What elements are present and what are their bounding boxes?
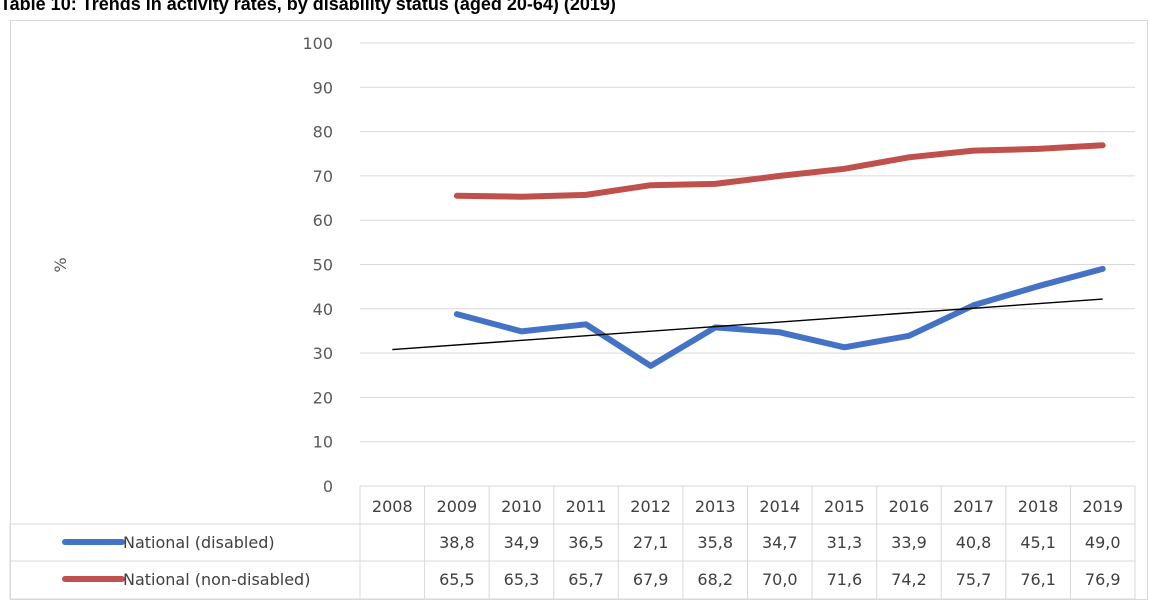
data-label: 45,1 bbox=[1020, 533, 1056, 552]
x-tick-label: 2019 bbox=[1082, 497, 1123, 516]
data-label: 65,5 bbox=[439, 570, 475, 589]
y-tick-label: 90 bbox=[313, 78, 333, 97]
legend-label: National (non-disabled) bbox=[123, 570, 310, 589]
data-label: 70,0 bbox=[762, 570, 798, 589]
x-tick-label: 2014 bbox=[759, 497, 800, 516]
y-tick-label: 20 bbox=[313, 388, 333, 407]
x-tick-label: 2010 bbox=[501, 497, 542, 516]
data-label: 34,7 bbox=[762, 533, 798, 552]
data-label: 49,0 bbox=[1085, 533, 1121, 552]
data-label: 34,9 bbox=[504, 533, 540, 552]
data-label: 65,3 bbox=[504, 570, 540, 589]
data-label: 76,1 bbox=[1020, 570, 1056, 589]
x-tick-label: 2012 bbox=[630, 497, 671, 516]
y-tick-label: 70 bbox=[313, 167, 333, 186]
data-label: 74,2 bbox=[891, 570, 927, 589]
data-label: 76,9 bbox=[1085, 570, 1121, 589]
y-tick-label: 30 bbox=[313, 344, 333, 363]
x-tick-label: 2013 bbox=[695, 497, 736, 516]
trend-line bbox=[392, 298, 1103, 351]
data-label: 75,7 bbox=[956, 570, 992, 589]
chart-title: Table 10: Trends in activity rates, by d… bbox=[0, 0, 616, 14]
x-tick-label: 2015 bbox=[824, 497, 865, 516]
data-label: 68,2 bbox=[697, 570, 733, 589]
x-tick-label: 2017 bbox=[953, 497, 994, 516]
data-label: 65,7 bbox=[568, 570, 604, 589]
x-tick-label: 2016 bbox=[889, 497, 930, 516]
x-tick-label: 2018 bbox=[1018, 497, 1059, 516]
legend-label: National (disabled) bbox=[123, 533, 275, 552]
data-label: 40,8 bbox=[956, 533, 992, 552]
y-tick-label: 80 bbox=[313, 123, 333, 142]
data-label: 35,8 bbox=[697, 533, 733, 552]
data-label: 27,1 bbox=[633, 533, 669, 552]
y-axis-label: % bbox=[51, 257, 70, 272]
y-tick-label: 100 bbox=[302, 34, 333, 53]
data-label: 38,8 bbox=[439, 533, 475, 552]
y-tick-label: 0 bbox=[323, 477, 333, 496]
x-tick-label: 2011 bbox=[566, 497, 607, 516]
x-tick-label: 2009 bbox=[437, 497, 478, 516]
y-tick-label: 60 bbox=[313, 211, 333, 230]
y-tick-label: 50 bbox=[313, 256, 333, 275]
y-tick-label: 10 bbox=[313, 433, 333, 452]
series-line bbox=[453, 142, 1106, 200]
y-tick-label: 40 bbox=[313, 300, 333, 319]
x-tick-label: 2008 bbox=[372, 497, 413, 516]
data-label: 31,3 bbox=[827, 533, 863, 552]
data-label: 36,5 bbox=[568, 533, 604, 552]
series-line bbox=[453, 265, 1106, 369]
data-label: 71,6 bbox=[827, 570, 863, 589]
data-label: 33,9 bbox=[891, 533, 927, 552]
data-label: 67,9 bbox=[633, 570, 669, 589]
